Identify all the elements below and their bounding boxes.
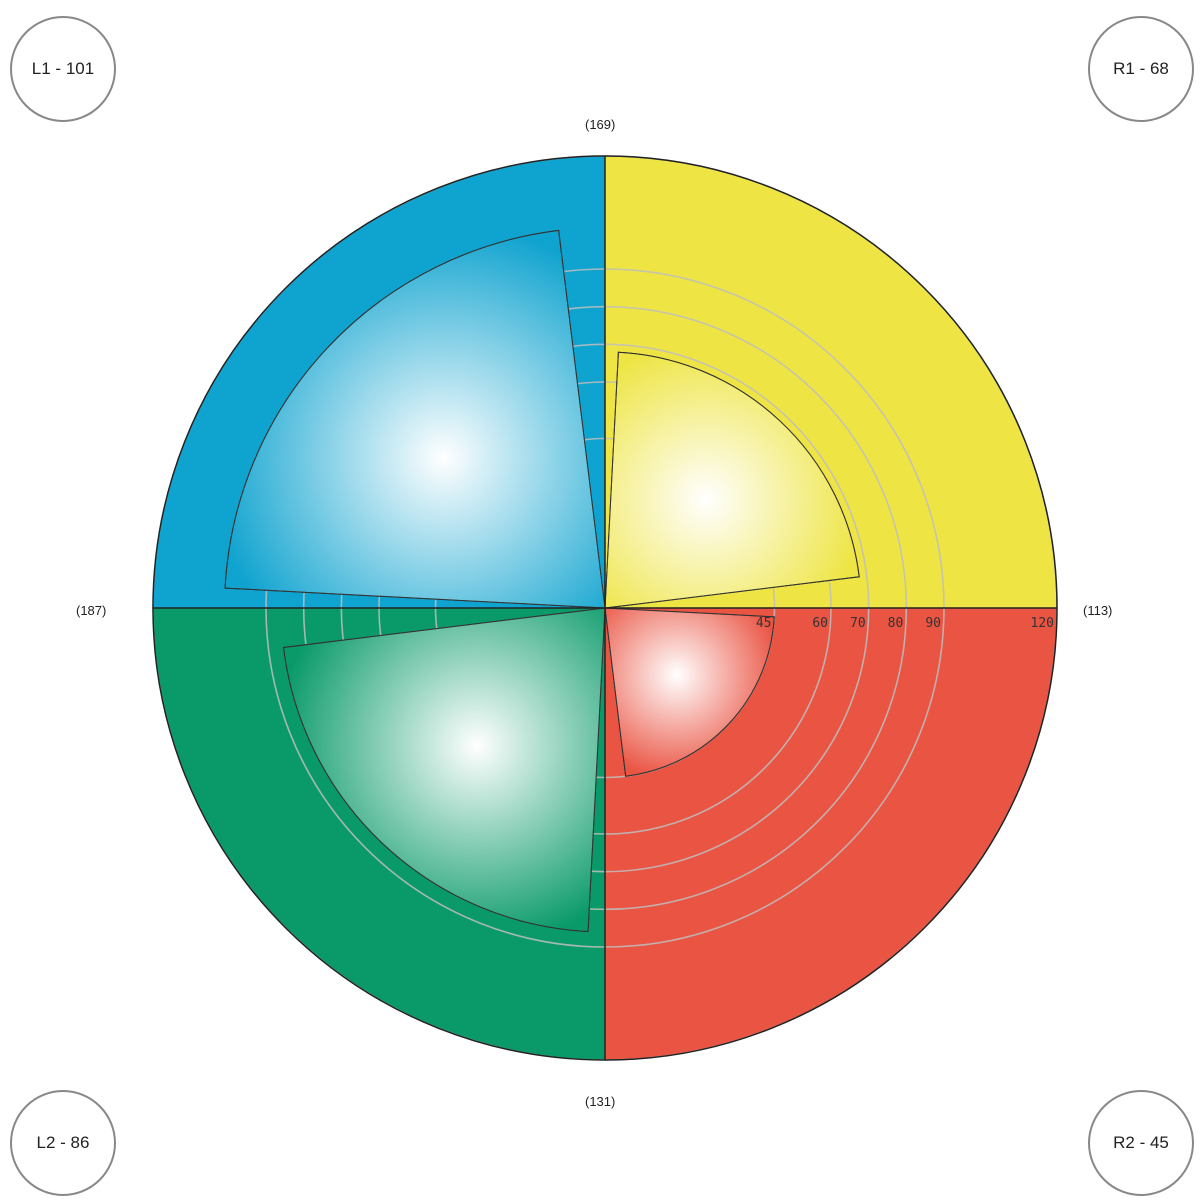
wedge-r2 <box>604 607 775 777</box>
wedge-l2 <box>282 607 606 933</box>
badge-l2: L2 - 86 <box>10 1090 116 1196</box>
total-left: (187) <box>76 603 107 618</box>
tick-label-60: 60 <box>812 616 828 631</box>
total-top: (169) <box>585 117 616 132</box>
tick-label-80: 80 <box>888 616 904 631</box>
tick-label-70: 70 <box>850 616 866 631</box>
tick-label-90: 90 <box>925 616 941 631</box>
badge-l1: L1 - 101 <box>10 16 116 122</box>
tick-label-120: 120 <box>1031 616 1054 631</box>
outer-border <box>152 155 1058 1061</box>
total-right: (113) <box>1083 603 1113 618</box>
tick-label-45: 45 <box>756 616 772 631</box>
badge-r2: R2 - 45 <box>1088 1090 1194 1196</box>
wedge-l1 <box>224 229 606 609</box>
axes <box>152 155 1058 1061</box>
value-wedges <box>224 229 860 933</box>
total-bottom: (131) <box>585 1094 616 1109</box>
wedge-r1 <box>604 351 860 609</box>
badge-r1: R1 - 68 <box>1088 16 1194 122</box>
radial-tick-labels: 45 60 70 80 90 120 <box>756 616 1054 631</box>
